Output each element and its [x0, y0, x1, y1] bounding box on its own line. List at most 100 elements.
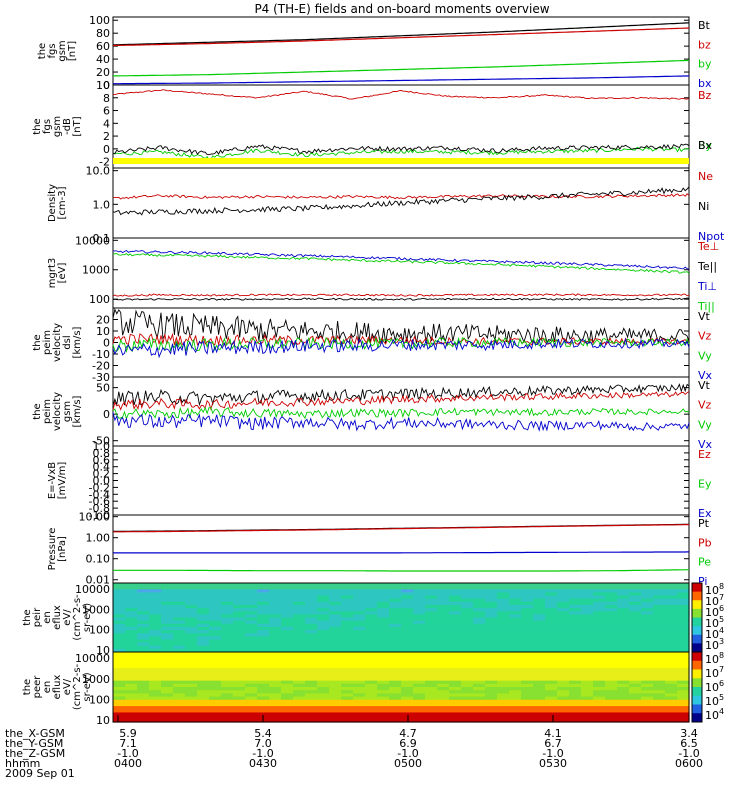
spectrogram-cell — [353, 626, 366, 631]
legend-Bt: Bt — [698, 19, 711, 32]
spectrogram-cell — [425, 667, 438, 672]
spectrogram-cell — [413, 598, 426, 603]
spectrogram-cell — [677, 718, 690, 723]
spectrogram-cell — [197, 706, 210, 710]
spectrogram-cell — [545, 680, 558, 685]
spectrogram-cell — [257, 648, 270, 653]
spectrogram-cell — [365, 699, 378, 704]
spectrogram-cell — [593, 680, 606, 685]
spectrogram-cell — [545, 598, 558, 603]
spectrogram-cell — [221, 693, 234, 698]
spectrogram-cell — [557, 687, 570, 691]
spectrogram-cell — [233, 652, 246, 656]
spectrogram-cell — [257, 620, 270, 625]
ephemeris-value: 5.4 — [254, 727, 272, 740]
y-axis-label-line: the — [22, 609, 33, 625]
spectrogram-cell — [281, 702, 294, 707]
spectrogram-cell — [317, 586, 330, 590]
spectrogram-cell — [437, 696, 450, 701]
spectrogram-cell — [677, 595, 690, 600]
spectrogram-cell — [497, 611, 510, 615]
spectrogram-cell — [329, 648, 342, 653]
spectrogram-cell — [197, 611, 210, 615]
spectrogram-cell — [401, 604, 414, 609]
y-tick-label: 100 — [89, 624, 110, 637]
y-axis-label-line: the — [22, 679, 33, 695]
spectrogram-cell — [449, 642, 462, 647]
spectrogram-cell — [605, 648, 618, 653]
spectrogram-cell — [473, 683, 486, 688]
spectrogram-cell — [257, 645, 270, 650]
spectrogram-cell — [149, 699, 162, 704]
spectrogram-cell — [161, 626, 174, 631]
spectrogram-cell — [437, 598, 450, 603]
spectrogram-cell — [677, 655, 690, 659]
spectrogram-cell — [185, 680, 198, 685]
spectrogram-cell — [677, 715, 690, 720]
spectrogram-cell — [149, 633, 162, 637]
spectrogram-cell — [209, 696, 222, 701]
spectrogram-cell — [401, 652, 414, 656]
spectrogram-cell — [293, 658, 306, 663]
spectrogram-cell — [545, 623, 558, 628]
spectrogram-cell — [629, 592, 642, 597]
spectrogram-cell — [329, 623, 342, 628]
spectrogram-cell — [569, 718, 582, 723]
spectrogram-cell — [629, 677, 642, 682]
spectrogram-cell — [245, 696, 258, 701]
spectrogram-cell — [473, 693, 486, 698]
legend-Pe: Pe — [698, 556, 711, 569]
spectrogram-cell — [581, 696, 594, 701]
spectrogram-cell — [545, 699, 558, 704]
spectrogram-cell — [401, 648, 414, 653]
spectrogram-cell — [353, 608, 366, 612]
spectrogram-cell — [113, 699, 126, 704]
spectrogram-cell — [173, 604, 186, 609]
spectrogram-cell — [329, 608, 342, 612]
spectrogram-cell — [521, 648, 534, 653]
spectrogram-cell — [425, 604, 438, 609]
spectrogram-cell — [293, 674, 306, 679]
spectrogram-cell — [317, 680, 330, 685]
spectrogram-cell — [617, 671, 630, 675]
spectrogram-cell — [521, 639, 534, 644]
spectrogram-cell — [341, 674, 354, 679]
spectrogram-cell — [485, 680, 498, 685]
spectrogram-cell — [581, 601, 594, 606]
spectrogram-cell — [329, 636, 342, 641]
spectrogram-cell — [329, 664, 342, 669]
spectrogram-cell — [593, 674, 606, 679]
spectrogram-cell — [533, 652, 546, 656]
spectrogram-cell — [461, 699, 474, 704]
spectrogram-cell — [641, 715, 654, 720]
spectrogram-cell — [185, 671, 198, 675]
spectrogram-cell — [545, 652, 558, 656]
spectrogram-cell — [377, 595, 390, 600]
spectrogram-cell — [653, 617, 666, 622]
spectrogram-cell — [593, 706, 606, 710]
spectrogram-cell — [593, 608, 606, 612]
spectrogram-cell — [389, 592, 402, 597]
spectrogram-cell — [329, 586, 342, 590]
spectrogram-cell — [557, 583, 570, 587]
spectrogram-cell — [497, 586, 510, 590]
spectrogram-cell — [653, 712, 666, 717]
spectrogram-cell — [365, 687, 378, 691]
spectrogram-cell — [221, 658, 234, 663]
series-line-Te⊥ — [112, 293, 690, 297]
spectrogram-cell — [221, 667, 234, 672]
spectrogram-cell — [629, 687, 642, 691]
spectrogram-cell — [485, 702, 498, 707]
spectrogram-cell — [593, 677, 606, 682]
spectrogram-cell — [317, 617, 330, 622]
spectrogram-cell — [665, 601, 678, 606]
spectrogram-cell — [569, 620, 582, 625]
spectrogram-cell — [665, 620, 678, 625]
spectrogram-cell — [605, 702, 618, 707]
spectrogram-cell — [581, 626, 594, 631]
spectrogram-cell — [173, 709, 186, 714]
spectrogram-cell — [197, 604, 210, 609]
spectrogram-cell — [281, 709, 294, 714]
spectrogram-cell — [641, 687, 654, 691]
spectrogram-cell — [365, 645, 378, 650]
